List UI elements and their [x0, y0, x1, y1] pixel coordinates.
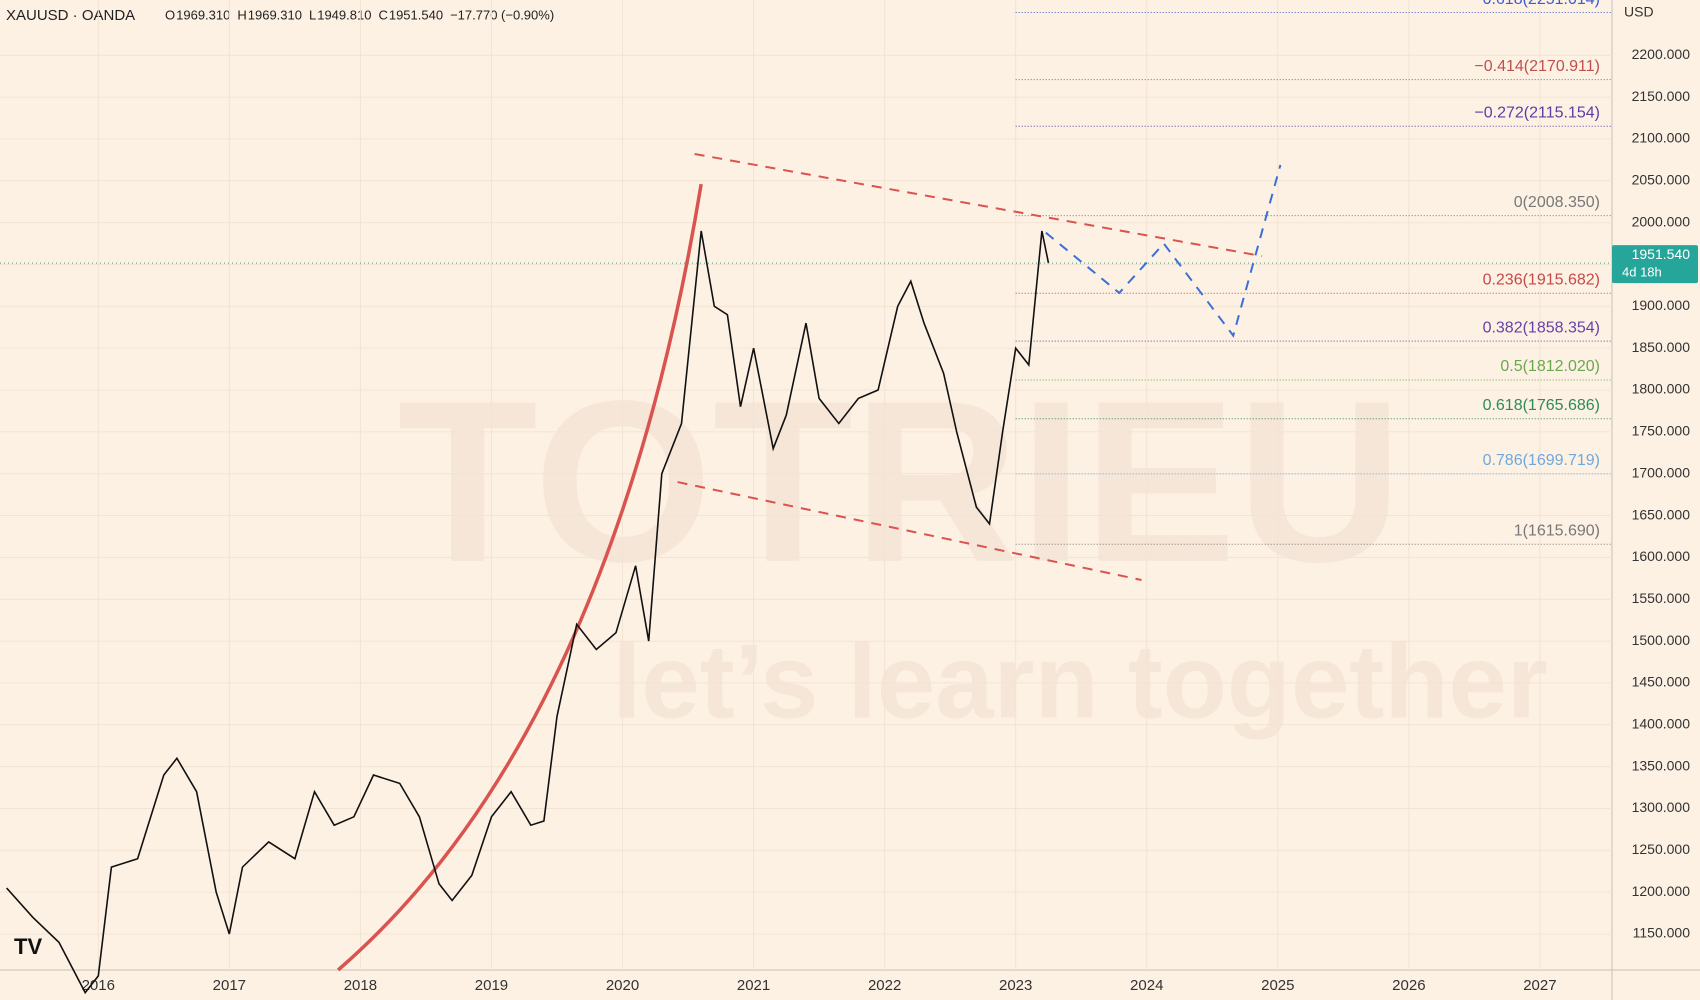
watermark-tagline: let’s learn together	[612, 624, 1548, 741]
last-price-countdown: 4d 18h	[1622, 265, 1662, 280]
fib-label: 0.382(1858.354)	[1483, 319, 1600, 336]
ohlc-value: 1951.540	[389, 7, 443, 22]
y-tick-label: 1500.000	[1632, 632, 1691, 648]
y-tick-label: 2050.000	[1632, 171, 1691, 187]
ohlc-key: L	[309, 7, 316, 22]
ohlc-key: C	[378, 7, 387, 22]
y-tick-label: 1150.000	[1633, 925, 1691, 941]
y-tick-label: 2000.000	[1632, 213, 1691, 229]
y-tick-label: 1400.000	[1632, 715, 1691, 731]
watermark: TOTRIEU	[397, 353, 1402, 610]
channel-line	[694, 153, 1263, 258]
fib-label: −0.618(2251.014)	[1473, 0, 1600, 8]
x-tick-label: 2022	[868, 977, 901, 994]
fib-label: −0.272(2115.154)	[1474, 104, 1600, 121]
ohlc-value: 1969.310	[248, 7, 302, 22]
fib-label: 0.5(1812.020)	[1500, 358, 1600, 375]
fib-label: 0.786(1699.719)	[1483, 452, 1600, 469]
currency: USD	[1624, 4, 1654, 20]
fib-label: 0.618(1765.686)	[1483, 397, 1600, 414]
y-tick-label: 1850.000	[1632, 339, 1691, 355]
y-tick-label: 1600.000	[1632, 548, 1691, 564]
x-tick-label: 2018	[344, 977, 377, 994]
y-tick-label: 1450.000	[1632, 674, 1691, 690]
x-tick-label: 2021	[737, 977, 770, 994]
y-tick-label: 1250.000	[1632, 841, 1691, 857]
trend-curve	[336, 183, 703, 972]
ohlc-value: 1969.310	[176, 7, 230, 22]
x-tick-label: 2026	[1392, 977, 1425, 994]
projection-path	[1045, 164, 1282, 338]
fib-label: −0.414(2170.911)	[1474, 58, 1600, 75]
ohlc-value: 1949.810	[317, 7, 371, 22]
channel-line	[677, 481, 1142, 581]
x-tick-label: 2019	[475, 977, 508, 994]
last-price-box	[1612, 245, 1698, 284]
x-tick-label: 2025	[1261, 977, 1294, 994]
x-tick-label: 2027	[1523, 977, 1556, 994]
y-tick-label: 1900.000	[1632, 297, 1691, 313]
symbol: XAUUSD · OANDA	[6, 7, 135, 24]
y-tick-label: 2150.000	[1632, 88, 1691, 104]
fib-label: 0(2008.350)	[1514, 194, 1600, 211]
x-tick-label: 2024	[1130, 977, 1163, 994]
y-tick-label: 1650.000	[1632, 506, 1691, 522]
x-tick-label: 2017	[213, 977, 246, 994]
price-line	[6, 230, 1050, 995]
change: −17.770 (−0.90%)	[450, 7, 554, 22]
logo: TV	[14, 934, 42, 959]
fib-label: 0.236(1915.682)	[1483, 271, 1600, 288]
x-tick-label: 2020	[606, 977, 639, 994]
fib-label: 1(1615.690)	[1514, 522, 1600, 539]
y-tick-label: 1350.000	[1632, 757, 1691, 773]
x-tick-label: 2016	[82, 977, 115, 994]
last-price-label: 1951.540	[1632, 246, 1691, 262]
ohlc-key: H	[237, 7, 246, 22]
x-tick-label: 2023	[999, 977, 1032, 994]
y-tick-label: 2200.000	[1632, 46, 1691, 62]
y-tick-label: 1800.000	[1632, 381, 1691, 397]
y-tick-label: 1300.000	[1632, 799, 1691, 815]
y-tick-label: 1200.000	[1632, 883, 1691, 899]
y-tick-label: 1550.000	[1632, 590, 1691, 606]
ohlc-key: O	[165, 7, 175, 22]
y-tick-label: 1700.000	[1632, 464, 1691, 480]
y-tick-label: 2100.000	[1632, 130, 1691, 146]
y-tick-label: 1750.000	[1632, 423, 1691, 439]
